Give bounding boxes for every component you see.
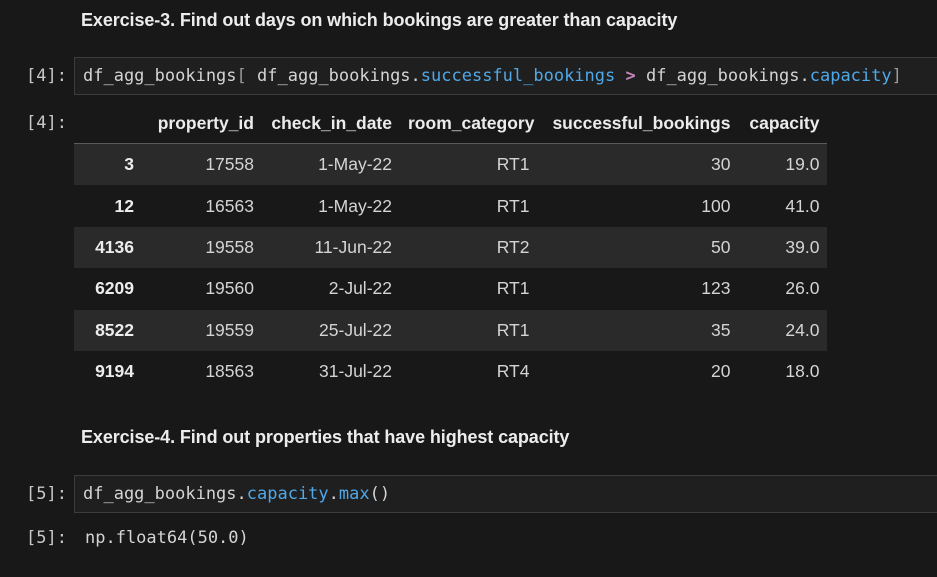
cell-successful-bookings: 100 (542, 185, 739, 227)
cell-successful-bookings: 123 (542, 268, 739, 310)
cell-capacity: 19.0 (738, 143, 828, 186)
cell-successful-bookings: 50 (542, 226, 739, 269)
cell-room-category: RT1 (400, 143, 543, 186)
row-index: 9194 (74, 350, 142, 393)
cell-check-in-date: 25-Jul-22 (262, 309, 400, 351)
cell-capacity: 41.0 (738, 185, 828, 227)
cell-room-category: RT1 (400, 268, 543, 310)
code-token-dot: . (328, 484, 339, 504)
code-cell-5-source[interactable]: df_agg_bookings.capacity.max() (83, 484, 390, 504)
table-row: 12 16563 1-May-22 RT1 100 41.0 (74, 185, 828, 227)
cell-check-in-date: 2-Jul-22 (262, 268, 400, 310)
cell-5-output-prompt: [5]: (26, 528, 67, 548)
code-token-object: df_agg_bookings (83, 66, 237, 86)
cell-check-in-date: 31-Jul-22 (262, 350, 400, 393)
row-index: 4136 (74, 226, 142, 269)
column-header-successful-bookings: successful_bookings (542, 103, 739, 144)
cell-successful-bookings: 35 (542, 309, 739, 351)
column-header-property-id: property_id (142, 103, 262, 144)
code-cell-4-source[interactable]: df_agg_bookings[ df_agg_bookings.success… (83, 66, 902, 86)
cell-property-id: 16563 (142, 185, 262, 227)
code-token-method: max (338, 484, 370, 504)
row-index: 8522 (74, 309, 142, 351)
cell-4-output-prompt: [4]: (26, 113, 67, 133)
table-row: 6209 19560 2-Jul-22 RT1 123 26.0 (74, 268, 828, 310)
cell-room-category: RT1 (400, 185, 543, 227)
code-token-parens: () (369, 484, 391, 504)
code-cell-5[interactable]: df_agg_bookings.capacity.max() (74, 475, 937, 513)
cell-room-category: RT4 (400, 350, 543, 393)
cell-check-in-date: 1-May-22 (262, 143, 400, 186)
exercise-3-heading: Exercise-3. Find out days on which booki… (81, 10, 678, 30)
table-row: 4136 19558 11-Jun-22 RT2 50 39.0 (74, 226, 828, 269)
table-row: 9194 18563 31-Jul-22 RT4 20 18.0 (74, 350, 828, 393)
cell-successful-bookings: 30 (542, 143, 739, 186)
cell-capacity: 39.0 (738, 226, 828, 269)
cell-capacity: 18.0 (738, 350, 828, 393)
code-token-attribute: successful_bookings (420, 66, 616, 86)
table-header-row: property_id check_in_date room_category … (74, 103, 828, 144)
code-token-attribute: capacity (246, 484, 329, 504)
cell-5-input-prompt: [5]: (26, 484, 67, 504)
code-token-operator: > (615, 66, 646, 86)
code-token-object: df_agg_bookings. (645, 66, 810, 86)
code-token-attribute: capacity (809, 66, 892, 86)
cell-check-in-date: 1-May-22 (262, 185, 400, 227)
cell-successful-bookings: 20 (542, 350, 739, 393)
row-index: 6209 (74, 268, 142, 310)
cell-room-category: RT2 (400, 226, 543, 269)
exercise-4-heading: Exercise-4. Find out properties that hav… (81, 427, 570, 447)
code-token-object: df_agg_bookings. (83, 484, 247, 504)
table-row: 8522 19559 25-Jul-22 RT1 35 24.0 (74, 309, 828, 351)
column-header-room-category: room_category (400, 103, 543, 144)
column-header-check-in-date: check_in_date (262, 103, 400, 144)
cell-property-id: 19560 (142, 268, 262, 310)
cell-capacity: 24.0 (738, 309, 828, 351)
column-header-index (74, 103, 142, 144)
table-row: 3 17558 1-May-22 RT1 30 19.0 (74, 143, 828, 186)
code-cell-4[interactable]: df_agg_bookings[ df_agg_bookings.success… (74, 57, 937, 95)
cell-4-input-prompt: [4]: (26, 66, 67, 86)
cell-property-id: 19558 (142, 226, 262, 269)
cell-property-id: 17558 (142, 143, 262, 186)
cell-property-id: 18563 (142, 350, 262, 393)
column-header-capacity: capacity (738, 103, 828, 144)
cell-capacity: 26.0 (738, 268, 828, 310)
code-token-object: df_agg_bookings. (246, 66, 421, 86)
row-index: 12 (74, 185, 142, 227)
dataframe-output-table: property_id check_in_date room_category … (74, 103, 828, 393)
code-token-close-bracket: ] (891, 66, 902, 86)
cell-5-output-text: np.float64(50.0) (85, 528, 249, 548)
row-index: 3 (74, 143, 142, 186)
cell-room-category: RT1 (400, 309, 543, 351)
code-token-open-bracket: [ (236, 66, 247, 86)
cell-check-in-date: 11-Jun-22 (262, 226, 400, 269)
cell-property-id: 19559 (142, 309, 262, 351)
